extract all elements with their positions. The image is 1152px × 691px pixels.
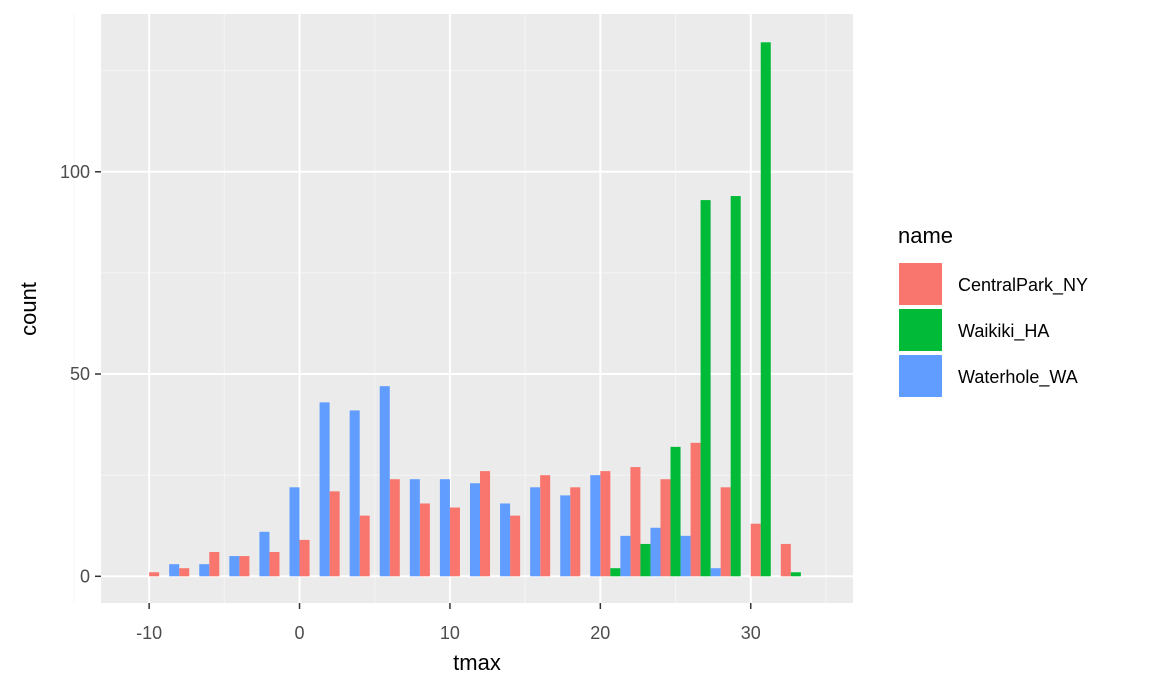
bar-waikiki-ha [670,446,681,577]
bar-waterhole-wa [169,564,180,577]
bar-waterhole-wa [289,487,300,577]
bar-centralpark-ny [179,568,190,577]
bar-waterhole-wa [590,475,601,577]
bar-waterhole-wa [500,503,511,577]
bar-waikiki-ha [760,42,771,577]
bar-waterhole-wa [199,564,210,577]
x-tick-label: 20 [590,623,610,643]
bar-centralpark-ny [540,475,551,577]
bar-centralpark-ny [149,572,160,577]
bar-waterhole-wa [560,495,571,577]
bar-waterhole-wa [319,402,330,577]
bar-centralpark-ny [209,552,220,577]
bar-waikiki-ha [790,572,801,577]
bar-centralpark-ny [480,471,491,577]
bar-centralpark-ny [630,467,641,577]
legend-label-centralpark-ny: CentralPark_NY [958,275,1088,296]
legend-swatch-waterhole-wa [899,355,942,397]
bar-waterhole-wa [469,483,481,577]
legend-swatch-centralpark-ny [899,263,942,305]
bar-waterhole-wa [530,487,541,577]
bar-waterhole-wa [409,479,420,577]
x-axis-title: tmax [453,650,501,675]
x-tick-label: 30 [741,623,761,643]
bar-centralpark-ny [510,515,521,577]
legend-swatch-waikiki-ha [899,309,942,351]
bar-centralpark-ny [299,539,310,577]
bar-waikiki-ha [640,543,651,577]
bar-waikiki-ha [610,568,621,577]
y-axis-title: count [16,282,41,336]
bar-centralpark-ny [239,556,250,577]
y-tick-label: 0 [80,566,90,586]
bar-waterhole-wa [710,568,721,577]
bar-waterhole-wa [439,479,450,577]
bar-centralpark-ny [329,491,340,577]
bar-centralpark-ny [780,543,791,577]
y-tick-label: 100 [60,162,90,182]
bar-centralpark-ny [389,479,400,577]
bar-waterhole-wa [650,527,661,577]
bar-waterhole-wa [379,386,390,577]
x-tick-label: -10 [136,623,162,643]
y-tick-label: 50 [70,364,90,384]
x-tick-label: 0 [295,623,305,643]
bar-waikiki-ha [730,196,741,577]
x-tick-label: 10 [440,623,460,643]
bar-waterhole-wa [229,556,240,577]
bar-waikiki-ha [700,200,711,577]
bar-waterhole-wa [620,535,631,577]
bar-centralpark-ny [570,487,581,577]
bar-waterhole-wa [680,535,691,577]
bar-centralpark-ny [449,507,460,577]
bar-centralpark-ny [269,552,280,577]
legend-title: name [898,223,953,248]
bar-centralpark-ny [600,471,611,577]
legend: name CentralPark_NY Waikiki_HA Waterhole_W… [898,223,1088,397]
y-axis-ticks: 0 50 100 [60,162,101,586]
bar-waterhole-wa [349,410,360,577]
bar-centralpark-ny [690,442,701,577]
x-axis-ticks: -10 0 10 20 30 [136,603,761,643]
bar-centralpark-ny [359,515,370,577]
bars-group [149,42,801,577]
bar-centralpark-ny [750,523,761,577]
minor-gridlines [73,14,853,603]
legend-label-waikiki-ha: Waikiki_HA [958,321,1049,342]
legend-label-waterhole-wa: Waterhole_WA [958,367,1078,388]
bar-centralpark-ny [419,503,430,577]
bar-waterhole-wa [259,531,270,577]
bar-centralpark-ny [660,479,671,577]
bar-centralpark-ny [720,487,731,577]
